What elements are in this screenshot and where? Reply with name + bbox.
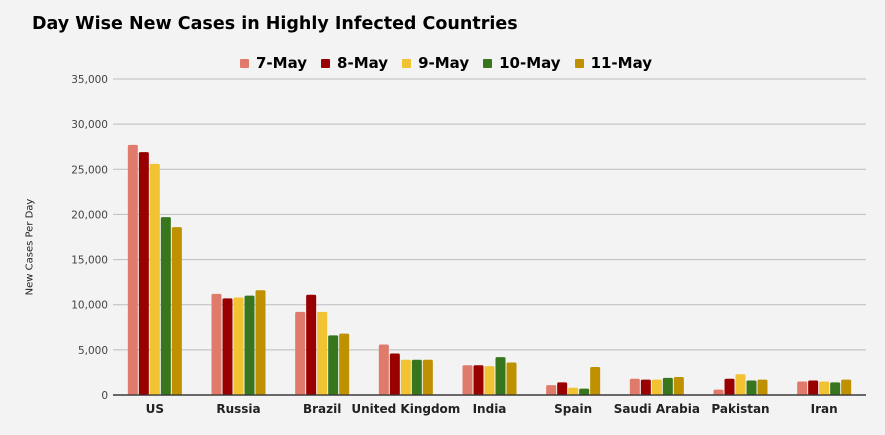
legend-item[interactable]: 11-May bbox=[574, 54, 653, 72]
bar[interactable] bbox=[629, 378, 640, 395]
legend-label: 11-May bbox=[590, 54, 653, 72]
x-tick-label: Russia bbox=[216, 402, 260, 416]
bar[interactable] bbox=[339, 333, 350, 395]
legend-label: 10-May bbox=[499, 54, 561, 72]
bar[interactable] bbox=[211, 293, 222, 395]
y-tick-label: 25,000 bbox=[71, 164, 108, 176]
legend-label: 7-May bbox=[256, 54, 308, 72]
bar[interactable] bbox=[160, 217, 171, 395]
bar[interactable] bbox=[724, 378, 735, 395]
y-tick-label: 35,000 bbox=[71, 74, 108, 86]
legend-swatch bbox=[240, 58, 249, 68]
x-tick-label: United Kingdom bbox=[351, 402, 460, 416]
bar[interactable] bbox=[797, 381, 808, 395]
legend-swatch bbox=[483, 58, 493, 68]
legend-swatch bbox=[574, 58, 584, 68]
x-tick-label: Saudi Arabia bbox=[614, 402, 700, 416]
bar[interactable] bbox=[127, 144, 138, 395]
bar[interactable] bbox=[149, 163, 160, 395]
legend-swatch bbox=[402, 58, 412, 68]
y-tick-label: 5,000 bbox=[78, 345, 108, 357]
bar[interactable] bbox=[830, 382, 841, 395]
bar[interactable] bbox=[590, 367, 601, 395]
chart-title: Day Wise New Cases in Highly Infected Co… bbox=[32, 14, 518, 34]
bar[interactable] bbox=[222, 298, 233, 395]
bar[interactable] bbox=[255, 290, 266, 395]
bar[interactable] bbox=[557, 382, 568, 395]
legend-item[interactable]: 8-May bbox=[321, 54, 388, 72]
bar[interactable] bbox=[422, 359, 433, 395]
bar[interactable] bbox=[673, 376, 684, 395]
legend-item[interactable]: 10-May bbox=[483, 54, 561, 72]
bar[interactable] bbox=[651, 379, 662, 395]
bar[interactable] bbox=[662, 377, 673, 395]
legend-item[interactable]: 9-May bbox=[402, 54, 469, 72]
x-tick-label: Spain bbox=[554, 402, 592, 416]
bar[interactable] bbox=[171, 227, 182, 395]
y-tick-label: 10,000 bbox=[71, 300, 108, 312]
bar[interactable] bbox=[317, 311, 328, 395]
bar[interactable] bbox=[473, 365, 484, 395]
bar[interactable] bbox=[244, 295, 255, 395]
bar[interactable] bbox=[808, 380, 819, 395]
bar[interactable] bbox=[568, 387, 579, 395]
y-tick-label: 20,000 bbox=[71, 209, 108, 221]
legend-item[interactable]: 7-May bbox=[240, 54, 307, 72]
bar[interactable] bbox=[389, 353, 400, 395]
x-tick-label: US bbox=[146, 402, 164, 416]
x-tick-label: Iran bbox=[811, 402, 838, 416]
x-tick-label: Brazil bbox=[303, 402, 341, 416]
bar[interactable] bbox=[735, 374, 746, 395]
bar[interactable] bbox=[640, 379, 651, 395]
bar[interactable] bbox=[713, 389, 724, 395]
bar[interactable] bbox=[757, 379, 768, 395]
legend-label: 9-May bbox=[418, 54, 470, 72]
bar[interactable] bbox=[579, 388, 590, 395]
bar[interactable] bbox=[746, 380, 757, 395]
legend: 7-May 8-May 9-May 10-May 11-May bbox=[240, 54, 666, 72]
bar[interactable] bbox=[506, 362, 517, 395]
y-tick-label: 15,000 bbox=[71, 255, 108, 267]
bar[interactable] bbox=[484, 366, 495, 395]
bar[interactable] bbox=[819, 381, 830, 395]
legend-swatch bbox=[321, 58, 331, 68]
bar[interactable] bbox=[233, 297, 244, 395]
y-tick-label: 0 bbox=[101, 390, 108, 402]
bar[interactable] bbox=[400, 359, 411, 395]
bar[interactable] bbox=[378, 344, 389, 395]
bar[interactable] bbox=[138, 152, 149, 395]
bar[interactable] bbox=[841, 379, 852, 395]
y-tick-label: 30,000 bbox=[71, 119, 108, 131]
bar[interactable] bbox=[462, 365, 473, 395]
bar[interactable] bbox=[295, 311, 306, 395]
bar[interactable] bbox=[495, 357, 506, 395]
bar[interactable] bbox=[328, 335, 339, 395]
bar[interactable] bbox=[411, 359, 422, 395]
legend-label: 8-May bbox=[337, 54, 389, 72]
bar[interactable] bbox=[546, 385, 557, 395]
x-tick-label: India bbox=[473, 402, 507, 416]
x-tick-label: Pakistan bbox=[711, 402, 769, 416]
bar[interactable] bbox=[306, 294, 317, 395]
